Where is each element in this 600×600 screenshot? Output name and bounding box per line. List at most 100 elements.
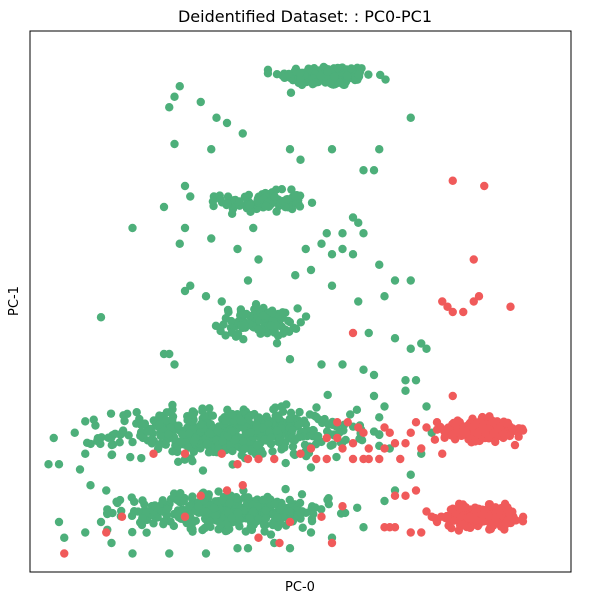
scatter-point-series-0 bbox=[155, 440, 164, 450]
scatter-point-series-1 bbox=[364, 444, 373, 453]
scatter-point-series-0 bbox=[159, 349, 169, 359]
scatter-point-series-1 bbox=[380, 423, 389, 432]
scatter-point-series-0 bbox=[126, 452, 135, 462]
scatter-point-series-0 bbox=[338, 360, 347, 369]
scatter-point-series-0 bbox=[380, 496, 389, 506]
scatter-point-series-0 bbox=[169, 521, 179, 531]
scatter-point-series-0 bbox=[422, 402, 431, 411]
scatter-point-series-1 bbox=[217, 449, 226, 458]
scatter-point-series-0 bbox=[284, 316, 293, 326]
scatter-point-series-0 bbox=[221, 416, 230, 425]
scatter-point-series-0 bbox=[128, 549, 137, 558]
scatter-point-series-0 bbox=[175, 239, 184, 248]
scatter-point-series-1 bbox=[149, 449, 158, 458]
scatter-point-series-0 bbox=[93, 434, 103, 443]
scatter-point-series-0 bbox=[180, 223, 190, 233]
scatter-point-series-1 bbox=[464, 513, 473, 523]
scatter-point-series-1 bbox=[486, 524, 496, 534]
scatter-point-series-0 bbox=[168, 400, 177, 410]
scatter-point-series-0 bbox=[375, 145, 384, 154]
scatter-point-series-1 bbox=[285, 517, 295, 527]
scatter-point-series-0 bbox=[316, 71, 325, 81]
scatter-point-series-0 bbox=[380, 402, 389, 411]
scatter-point-series-0 bbox=[272, 339, 282, 348]
scatter-point-series-0 bbox=[224, 307, 233, 317]
scatter-point-series-0 bbox=[271, 185, 281, 194]
scatter-point-series-0 bbox=[332, 452, 341, 462]
scatter-point-series-1 bbox=[270, 454, 279, 464]
scatter-point-series-1 bbox=[485, 500, 495, 509]
scatter-point-series-0 bbox=[176, 488, 185, 498]
scatter-point-series-1 bbox=[448, 504, 458, 513]
scatter-point-series-0 bbox=[284, 69, 294, 79]
scatter-point-series-0 bbox=[107, 440, 116, 450]
scatter-point-series-0 bbox=[357, 436, 367, 445]
scatter-point-series-0 bbox=[217, 297, 226, 306]
scatter-point-series-0 bbox=[323, 495, 332, 504]
scatter-point-series-0 bbox=[401, 386, 410, 395]
scatter-point-series-0 bbox=[102, 486, 111, 495]
scatter-point-series-0 bbox=[165, 103, 174, 112]
scatter-point-series-0 bbox=[155, 419, 164, 429]
scatter-point-series-0 bbox=[307, 198, 317, 207]
scatter-point-series-1 bbox=[485, 412, 494, 421]
scatter-point-series-0 bbox=[295, 68, 305, 78]
scatter-point-series-0 bbox=[375, 413, 384, 422]
scatter-point-series-0 bbox=[369, 370, 379, 380]
scatter-point-series-0 bbox=[243, 544, 253, 553]
scatter-point-series-0 bbox=[174, 510, 183, 520]
scatter-point-series-0 bbox=[138, 514, 147, 523]
scatter-point-series-1 bbox=[180, 512, 190, 521]
scatter-point-series-0 bbox=[291, 192, 300, 201]
scatter-point-series-0 bbox=[406, 470, 415, 479]
scatter-point-series-1 bbox=[359, 428, 368, 437]
scatter-point-series-0 bbox=[401, 376, 410, 385]
scatter-point-series-1 bbox=[477, 419, 487, 428]
scatter-point-series-0 bbox=[327, 281, 337, 290]
scatter-point-series-0 bbox=[127, 493, 136, 502]
scatter-point-series-0 bbox=[260, 527, 269, 536]
scatter-point-series-0 bbox=[333, 63, 342, 73]
scatter-point-series-1 bbox=[505, 515, 514, 524]
scatter-point-series-0 bbox=[312, 403, 321, 412]
scatter-point-series-0 bbox=[261, 506, 271, 515]
scatter-point-series-0 bbox=[235, 515, 244, 524]
scatter-point-series-0 bbox=[422, 344, 431, 353]
scatter-point-series-0 bbox=[96, 517, 106, 527]
scatter-point-series-0 bbox=[317, 239, 326, 248]
scatter-point-series-0 bbox=[301, 244, 310, 254]
scatter-point-series-0 bbox=[149, 519, 158, 528]
scatter-point-series-0 bbox=[278, 407, 288, 416]
scatter-point-series-0 bbox=[164, 429, 173, 439]
scatter-point-series-0 bbox=[243, 276, 253, 285]
scatter-point-series-0 bbox=[259, 495, 268, 505]
scatter-point-series-1 bbox=[322, 454, 331, 464]
scatter-point-series-0 bbox=[238, 129, 247, 138]
scatter-point-series-1 bbox=[441, 513, 450, 523]
scatter-point-series-0 bbox=[323, 67, 332, 77]
scatter-point-series-0 bbox=[369, 166, 379, 175]
scatter-point-series-1 bbox=[380, 444, 389, 453]
scatter-point-series-1 bbox=[348, 454, 358, 464]
scatter-point-series-0 bbox=[81, 528, 90, 537]
scatter-point-series-0 bbox=[221, 331, 230, 340]
scatter-point-series-0 bbox=[198, 406, 207, 416]
scatter-point-series-0 bbox=[218, 437, 227, 446]
scatter-point-series-0 bbox=[317, 505, 326, 514]
scatter-point-series-0 bbox=[272, 70, 282, 79]
plot-area-frame bbox=[29, 30, 572, 573]
scatter-point-series-1 bbox=[469, 297, 478, 306]
scatter-point-series-0 bbox=[306, 463, 316, 472]
scatter-point-series-0 bbox=[180, 286, 190, 296]
scatter-point-series-0 bbox=[159, 517, 169, 526]
scatter-point-series-0 bbox=[222, 526, 232, 535]
scatter-point-series-1 bbox=[102, 528, 111, 537]
scatter-point-series-0 bbox=[285, 145, 295, 154]
scatter-point-series-0 bbox=[251, 300, 261, 309]
scatter-point-series-0 bbox=[158, 496, 167, 505]
points-layer bbox=[44, 62, 528, 558]
scatter-point-series-0 bbox=[170, 92, 179, 101]
scatter-point-series-0 bbox=[235, 197, 244, 206]
scatter-point-series-0 bbox=[44, 460, 53, 469]
scatter-point-series-1 bbox=[518, 517, 528, 526]
